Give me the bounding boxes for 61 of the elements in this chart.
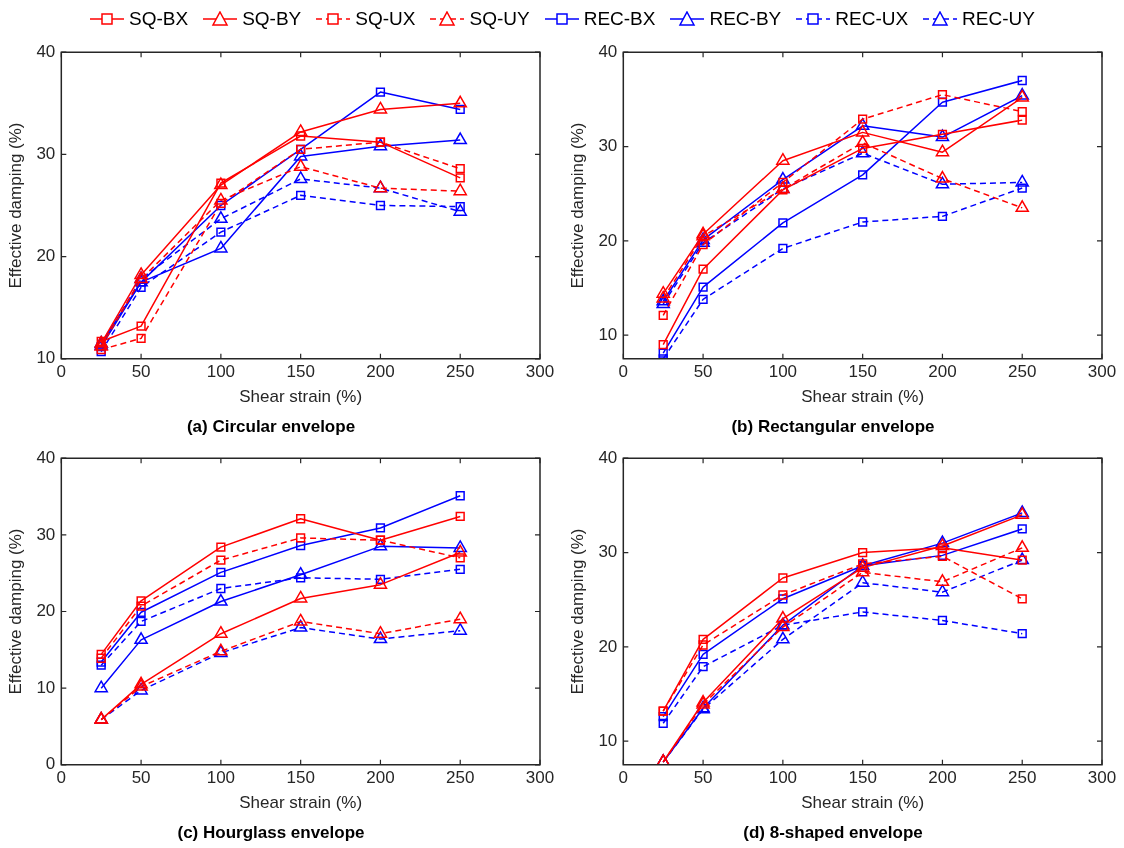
- y-tick-label: 30: [36, 144, 56, 164]
- x-tick-label: 200: [366, 361, 395, 381]
- legend-label: SQ-BX: [129, 8, 189, 30]
- x-tick-label: 50: [131, 361, 151, 381]
- legend-label: SQ-UY: [469, 8, 530, 30]
- x-tick-label: 150: [286, 361, 315, 381]
- y-tick-label: 40: [36, 447, 56, 467]
- legend-label: REC-UY: [962, 8, 1035, 30]
- y-tick-label: 30: [598, 136, 618, 156]
- x-tick-label: 50: [693, 767, 713, 787]
- legend-label: SQ-BY: [242, 8, 302, 30]
- legend-label: SQ-UX: [355, 8, 416, 30]
- y-axis-title: Effective damping (%): [567, 528, 587, 695]
- x-tick-label: 100: [206, 361, 236, 381]
- x-tick-label: 200: [928, 361, 957, 381]
- x-tick-label: 300: [1087, 767, 1117, 787]
- y-tick-label: 20: [598, 636, 618, 656]
- x-tick-label: 150: [286, 767, 315, 787]
- x-tick-label: 50: [693, 361, 713, 381]
- legend-label: REC-BX: [583, 8, 656, 30]
- y-axis-title: Effective damping (%): [567, 122, 587, 289]
- y-tick-label: 30: [598, 542, 618, 562]
- x-axis-title: Shear strain (%): [239, 387, 363, 407]
- y-tick-label: 40: [598, 41, 618, 61]
- legend-label: REC-UX: [835, 8, 909, 30]
- y-tick-label: 20: [598, 230, 618, 250]
- x-tick-label: 150: [848, 361, 877, 381]
- y-tick-label: 20: [36, 246, 56, 266]
- x-tick-label: 50: [131, 767, 151, 787]
- x-tick-label: 200: [928, 767, 957, 787]
- y-axis-title: Effective damping (%): [5, 528, 25, 695]
- x-tick-label: 250: [1008, 767, 1037, 787]
- y-tick-label: 40: [598, 447, 618, 467]
- x-tick-label: 300: [525, 767, 555, 787]
- y-axis-title: Effective damping (%): [5, 122, 25, 289]
- y-tick-label: 10: [598, 324, 618, 344]
- x-tick-label: 150: [848, 767, 877, 787]
- text: (b) Rectangular envelope: [731, 417, 935, 437]
- y-tick-label: 10: [598, 730, 618, 750]
- text: (a) Circular envelope: [186, 417, 356, 437]
- y-tick-label: 40: [36, 41, 56, 61]
- y-tick-label: 10: [36, 348, 56, 368]
- x-tick-label: 250: [446, 767, 475, 787]
- y-tick-label: 10: [36, 677, 56, 697]
- y-tick-label: 30: [36, 524, 56, 544]
- y-tick-label: 20: [36, 601, 56, 621]
- text: (c) Hourglass envelope: [177, 823, 365, 843]
- x-axis-title: Shear strain (%): [239, 793, 363, 813]
- x-tick-label: 300: [525, 361, 555, 381]
- x-tick-label: 250: [1008, 361, 1037, 381]
- x-tick-label: 250: [446, 361, 475, 381]
- legend-label: REC-BY: [709, 8, 782, 30]
- x-tick-label: 100: [768, 361, 798, 381]
- x-tick-label: 100: [768, 767, 798, 787]
- x-axis-title: Shear strain (%): [801, 387, 925, 407]
- x-axis-title: Shear strain (%): [801, 793, 925, 813]
- x-tick-label: 100: [206, 767, 236, 787]
- x-tick-label: 300: [1087, 361, 1117, 381]
- y-tick-label: 0: [45, 754, 56, 774]
- x-tick-label: 200: [366, 767, 395, 787]
- text: (d) 8-shaped envelope: [743, 823, 923, 843]
